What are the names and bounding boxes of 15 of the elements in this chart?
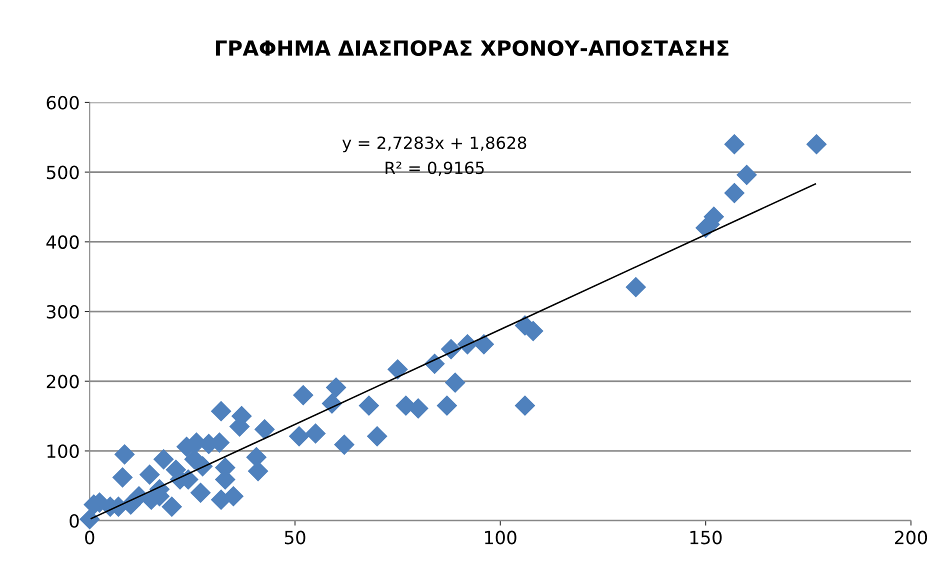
y-tick-label: 400 xyxy=(46,235,79,249)
y-tick-label: 200 xyxy=(46,374,79,388)
x-tick-label: 200 xyxy=(895,530,927,544)
y-tick-label: 600 xyxy=(46,96,79,110)
chart-title: ΓΡΑΦΗΜΑ ΔΙΑΣΠΟΡΑΣ ΧΡΟΝΟΥ-ΑΠΟΣΤΑΣΗΣ xyxy=(216,40,728,56)
x-tick-label: 150 xyxy=(690,530,722,544)
y-tick-label: 300 xyxy=(46,304,79,319)
x-tick-label: 0 xyxy=(85,530,94,544)
x-tick-label: 100 xyxy=(485,530,516,544)
x-tick-label: 50 xyxy=(284,530,306,544)
annotation: R² = 0,9165 xyxy=(386,162,484,176)
y-tick-label: 0 xyxy=(70,514,79,528)
y-tick-label: 500 xyxy=(46,166,79,180)
y-tick-label: 100 xyxy=(47,444,79,458)
annotation: y = 2,7283x + 1,8628 xyxy=(342,136,526,152)
